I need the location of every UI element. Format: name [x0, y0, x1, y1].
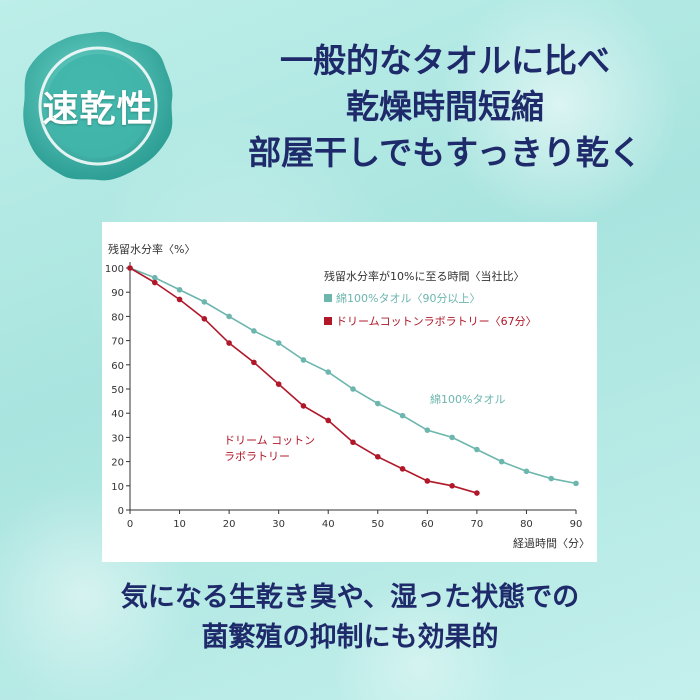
data-point-cotton	[226, 313, 232, 320]
x-tick-label: 20	[223, 519, 236, 530]
data-point-cotton	[573, 480, 579, 487]
data-point-laboratory	[275, 381, 282, 387]
headline: 一般的なタオルに比べ 乾燥時間短縮 部屋干しでもすっきり乾く	[200, 38, 690, 176]
y-tick-label: 0	[118, 506, 124, 517]
data-point-cotton	[325, 369, 332, 375]
data-point-laboratory	[474, 490, 480, 496]
series-label-cotton: 綿100%タオル	[430, 392, 505, 406]
x-tick-label: 10	[173, 519, 186, 530]
legend-swatch-laboratory	[324, 317, 332, 325]
y-tick-label: 30	[111, 433, 124, 444]
x-tick-label: 70	[471, 519, 484, 530]
data-point-cotton	[548, 475, 555, 482]
y-tick-label: 60	[111, 361, 124, 372]
data-point-cotton	[498, 458, 505, 465]
x-tick-label: 30	[272, 519, 285, 530]
data-point-laboratory	[325, 417, 332, 424]
x-tick-label: 90	[570, 519, 583, 530]
data-point-laboratory	[350, 439, 356, 446]
data-point-laboratory	[176, 296, 183, 303]
legend-title: 残留水分率が10%に至る時間〈当社比〉	[324, 269, 524, 283]
data-point-cotton	[350, 386, 356, 392]
y-tick-label: 10	[111, 482, 124, 493]
data-point-cotton	[449, 434, 455, 441]
data-point-cotton	[275, 340, 282, 346]
data-point-laboratory	[374, 453, 381, 460]
data-point-cotton	[251, 328, 257, 334]
data-point-cotton	[300, 357, 307, 363]
y-tick-label: 40	[111, 409, 124, 420]
data-point-laboratory	[226, 340, 232, 346]
data-point-laboratory	[300, 403, 307, 409]
data-point-cotton	[474, 446, 480, 453]
x-tick-label: 0	[127, 519, 133, 530]
y-tick-label: 90	[111, 288, 124, 299]
legend-label-cotton: 綿100%タオル〈90分以上〉	[336, 291, 480, 305]
data-point-cotton	[151, 274, 158, 281]
drying-chart: 残留水分率〈%〉 経過時間〈分〉 残留水分率が10%に至る時間〈当社比〉 綿10…	[105, 242, 590, 550]
data-point-cotton	[176, 286, 183, 293]
data-point-laboratory	[127, 265, 133, 271]
quick-dry-badge: 速乾性	[18, 26, 178, 186]
y-tick-label: 20	[111, 458, 124, 469]
footer-text: 気になる生乾き臭や、湿った状態での 菌繁殖の抑制にも効果的	[0, 578, 700, 658]
x-tick-label: 50	[371, 519, 384, 530]
series-label-laboratory-2: ラボラトリー	[224, 450, 290, 463]
data-point-laboratory	[449, 483, 455, 489]
x-axis-label: 経過時間〈分〉	[513, 537, 590, 550]
y-axis-label: 残留水分率〈%〉	[108, 242, 195, 256]
x-tick-label: 60	[421, 519, 434, 530]
x-tick-label: 80	[520, 519, 533, 530]
y-tick-label: 100	[105, 264, 124, 275]
data-point-laboratory	[399, 466, 406, 472]
chart-card: 残留水分率〈%〉 経過時間〈分〉 残留水分率が10%に至る時間〈当社比〉 綿10…	[102, 222, 597, 562]
footer-line-2: 菌繁殖の抑制にも効果的	[201, 622, 499, 653]
data-point-cotton	[523, 468, 530, 475]
data-point-laboratory	[251, 359, 257, 366]
badge-label: 速乾性	[42, 89, 154, 130]
series-label-laboratory-1: ドリーム コットン	[224, 434, 315, 447]
data-point-laboratory	[424, 478, 431, 484]
y-tick-label: 50	[111, 385, 124, 396]
data-point-cotton	[399, 412, 406, 419]
headline-line-3: 部屋干しでもすっきり乾く	[248, 133, 642, 172]
y-tick-label: 80	[111, 312, 124, 323]
x-tick-label: 40	[322, 519, 335, 530]
legend-swatch-cotton	[324, 294, 332, 302]
data-point-cotton	[201, 299, 208, 305]
data-point-cotton	[374, 400, 381, 407]
footer-line-1: 気になる生乾き臭や、湿った状態での	[120, 582, 580, 613]
data-point-cotton	[424, 427, 431, 433]
data-point-laboratory	[201, 316, 208, 322]
headline-line-2: 乾燥時間短縮	[346, 87, 544, 126]
headline-line-1: 一般的なタオルに比べ	[280, 41, 610, 80]
seal-icon	[23, 31, 173, 181]
data-point-laboratory	[151, 279, 158, 286]
legend-label-laboratory: ドリームコットンラボラトリー〈67分〉	[336, 315, 537, 328]
y-tick-label: 70	[111, 337, 124, 348]
